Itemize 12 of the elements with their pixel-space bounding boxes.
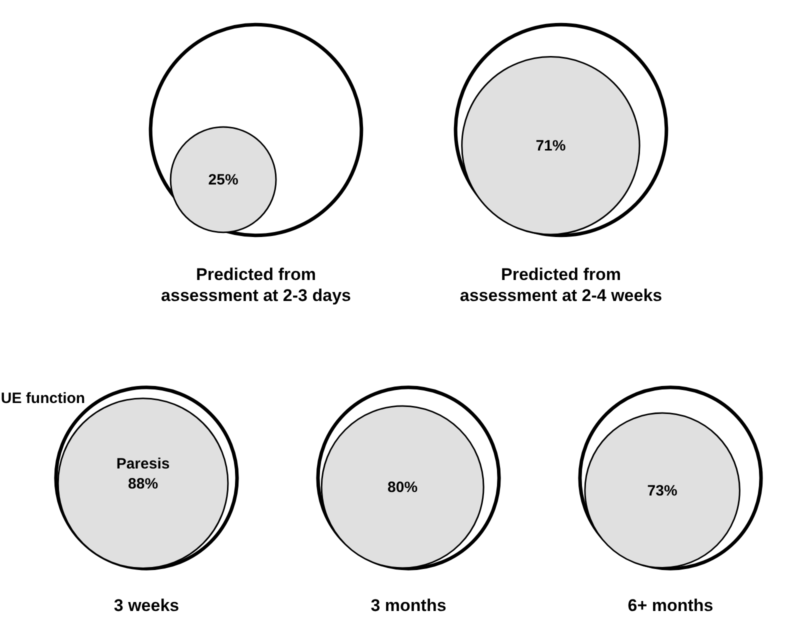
data-label: 88% [128,475,158,492]
category-label: 3 months [370,596,446,616]
data-label: 25% [208,172,238,189]
category-label: 6+ months [628,596,714,616]
text: UE function [0,390,86,407]
text: Paresis [116,455,170,472]
data-label: 73% [647,482,678,500]
category-label: Predicted from assessment at 2-4 weeks [460,264,662,305]
data-label: 71% [536,138,566,155]
category-label: 3 weeks [114,596,180,616]
data-label: 80% [388,479,418,496]
category-label: Predicted from assessment at 2-3 days [161,264,351,305]
